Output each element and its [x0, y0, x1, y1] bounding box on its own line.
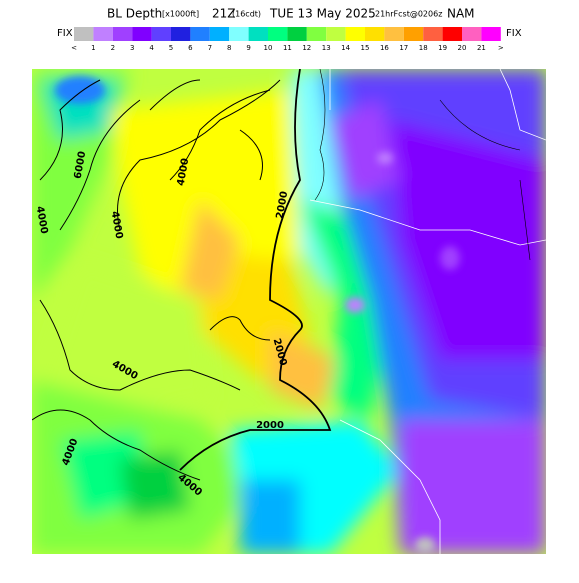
colorbar-label: 13	[322, 44, 331, 52]
title: BL Depth [x1000ft] 21Z (16cdt) TUE 13 Ma…	[107, 7, 475, 21]
colorbar-label: 10	[264, 44, 273, 52]
colorbar-label: 11	[283, 44, 292, 52]
borders	[309, 69, 546, 554]
colorbar-swatch	[112, 27, 133, 41]
contour-label: 4000	[109, 210, 125, 239]
title-local: (16cdt)	[232, 10, 261, 19]
colorbar-swatch	[462, 27, 482, 41]
colorbar: FIX FIX< 1 2 3 4 5 6 7 8 9 10 11 12 13 14 15 16 17 18 19 20 21…	[57, 27, 522, 52]
colorbar-label: 20	[458, 44, 467, 52]
colorbar-label: 6	[188, 44, 193, 52]
colorbar-swatch	[423, 27, 443, 41]
colorbar-label: 1	[91, 44, 95, 52]
title-fcst: 21hrFcst@0206z	[375, 10, 442, 19]
colorbar-swatch	[209, 27, 230, 41]
contour-label: 2000	[256, 420, 284, 431]
title-time: 21Z	[212, 7, 236, 21]
colorbar-swatch	[403, 27, 424, 41]
colorbar-swatch	[229, 27, 249, 41]
colorbar-label: 18	[419, 44, 428, 52]
colorbar-swatch	[93, 27, 113, 41]
contour-label: 2000	[275, 190, 291, 219]
colorbar-label: 2	[111, 44, 115, 52]
colorbar-label: >	[498, 44, 504, 52]
title-model: NAM	[447, 7, 475, 21]
colorbar-swatch	[268, 27, 288, 41]
colorbar-swatch	[365, 27, 385, 41]
colorbar-swatch	[384, 27, 404, 41]
fill-field	[32, 69, 546, 554]
contour-label: 4000	[34, 205, 50, 234]
colorbar-label: 12	[302, 44, 311, 52]
colorbar-swatch	[171, 27, 191, 41]
colorbar-fix-left: FIX	[57, 28, 73, 39]
title-main: BL Depth	[107, 7, 162, 21]
colorbar-swatch	[287, 27, 307, 41]
colorbar-swatch	[190, 27, 210, 41]
colorbar-label: 9	[246, 44, 250, 52]
colorbar-swatch	[326, 27, 346, 41]
colorbar-swatch	[345, 27, 365, 41]
contour-label: 6000	[73, 150, 89, 179]
colorbar-fix-right: FIX	[506, 28, 522, 39]
colorbar-swatch	[442, 27, 462, 41]
colorbar-label: 4	[149, 44, 154, 52]
title-date: TUE 13 May 2025	[269, 7, 376, 21]
colorbar-label: 3	[130, 44, 134, 52]
colorbar-label: 5	[169, 44, 173, 52]
colorbar-swatch	[248, 27, 268, 41]
colorbar-swatch	[306, 27, 327, 41]
colorbar-swatch	[74, 27, 94, 41]
colorbar-label: 17	[399, 44, 408, 52]
fill-detail	[55, 76, 460, 553]
colorbar-label: 16	[380, 44, 389, 52]
colorbar-label: 15	[361, 44, 370, 52]
state-lines	[314, 69, 531, 261]
colorbar-label: <	[71, 44, 77, 52]
colorbar-label: 7	[208, 44, 212, 52]
colorbar-label: 14	[341, 44, 350, 52]
contours	[32, 69, 332, 481]
colorbar-swatch	[481, 27, 501, 41]
colorbar-swatch	[151, 27, 171, 41]
title-units: [x1000ft]	[162, 10, 199, 19]
colorbar-label: 19	[438, 44, 447, 52]
colorbar-label: 21	[477, 44, 486, 52]
contour-label: 4000	[176, 157, 192, 186]
colorbar-swatch	[132, 27, 152, 41]
colorbar-label: 8	[227, 44, 231, 52]
